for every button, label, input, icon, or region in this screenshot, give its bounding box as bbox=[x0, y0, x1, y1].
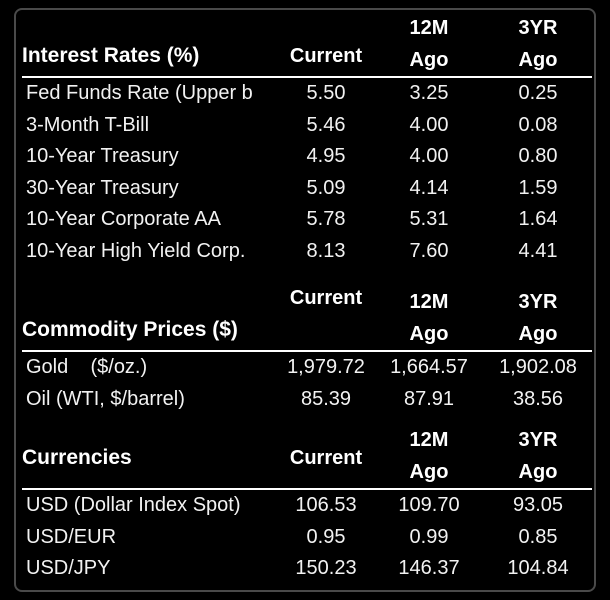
interest-rates-header-row: Interest Rates (%) Current 12M Ago 3YR A… bbox=[22, 12, 592, 78]
current-value: 1,979.72 bbox=[287, 356, 365, 378]
current-value: 85.39 bbox=[300, 387, 352, 410]
3yr-ago-value: 104.84 bbox=[507, 557, 569, 580]
3yr-ago-value: 0.80 bbox=[518, 145, 558, 168]
12m-ago-value: 4.14 bbox=[409, 176, 449, 199]
12m-ago-value: 3.25 bbox=[409, 82, 449, 104]
table-row: 30-Year Treasury 5.09 4.14 1.59 bbox=[22, 173, 592, 205]
interest-rates-col-3yr-line2: Ago bbox=[518, 49, 558, 71]
row-label: 10-Year Treasury bbox=[26, 145, 179, 168]
currencies-col-12m-line2: Ago bbox=[409, 461, 449, 483]
table-row: 10-Year Treasury 4.95 4.00 0.80 bbox=[22, 141, 592, 173]
12m-ago-value: 5.31 bbox=[409, 208, 449, 231]
table-row: Gold ($/oz.) 1,979.72 1,664.57 1,902.08 bbox=[22, 351, 592, 384]
market-data-panel bbox=[14, 8, 596, 592]
commodity-prices-col-3yr: 3YR Ago bbox=[484, 282, 592, 352]
3yr-ago-value: 4.41 bbox=[518, 239, 558, 262]
commodity-prices-col-3yr-line2: Ago bbox=[518, 323, 558, 345]
commodity-prices-col-3yr-line1: 3YR bbox=[518, 291, 558, 313]
currencies-col-3yr: 3YR Ago bbox=[484, 424, 592, 490]
3yr-ago-value: 1.59 bbox=[518, 176, 558, 199]
3yr-ago-value: 93.05 bbox=[512, 494, 564, 516]
row-label: 30-Year Treasury bbox=[26, 176, 179, 199]
currencies-table: Currencies Current 12M Ago 3YR Ago USD (… bbox=[22, 424, 592, 585]
3yr-ago-value: 38.56 bbox=[512, 387, 564, 410]
interest-rates-col-12m-line2: Ago bbox=[409, 49, 449, 71]
current-value: 5.78 bbox=[306, 208, 346, 231]
currencies-title: Currencies bbox=[22, 424, 278, 490]
row-label: 3-Month T-Bill bbox=[26, 113, 150, 136]
commodity-prices-table: Commodity Prices ($) Current 12M Ago 3YR… bbox=[22, 282, 592, 415]
3yr-ago-value: 0.25 bbox=[518, 82, 558, 104]
table-row: USD/EUR 0.95 0.99 0.85 bbox=[22, 522, 592, 554]
3yr-ago-value: 0.08 bbox=[518, 113, 558, 136]
table-row: USD/JPY 150.23 146.37 104.84 bbox=[22, 553, 592, 585]
current-value: 8.13 bbox=[306, 239, 346, 262]
current-value: 106.53 bbox=[295, 494, 357, 516]
interest-rates-col-current-label: Current bbox=[289, 45, 363, 67]
interest-rates-title: Interest Rates (%) bbox=[22, 12, 278, 78]
commodity-prices-col-current-label: Current bbox=[289, 287, 363, 309]
current-value: 0.95 bbox=[306, 525, 346, 548]
commodity-prices-header-row: Commodity Prices ($) Current 12M Ago 3YR… bbox=[22, 282, 592, 352]
3yr-ago-value: 1,902.08 bbox=[499, 356, 577, 378]
interest-rates-col-3yr-line1: 3YR bbox=[518, 17, 558, 39]
interest-rates-col-12m: 12M Ago bbox=[374, 12, 484, 78]
commodity-prices-col-12m-line1: 12M bbox=[409, 291, 449, 313]
table-row: Oil (WTI, $/barrel) 85.39 87.91 38.56 bbox=[22, 384, 592, 416]
currencies-col-current-label: Current bbox=[289, 447, 363, 469]
interest-rates-table: Interest Rates (%) Current 12M Ago 3YR A… bbox=[22, 12, 592, 268]
row-label: USD/JPY bbox=[26, 557, 111, 580]
currencies-col-12m-line1: 12M bbox=[409, 429, 449, 451]
12m-ago-value: 87.91 bbox=[403, 387, 455, 410]
current-value: 4.95 bbox=[306, 145, 346, 168]
12m-ago-value: 7.60 bbox=[409, 239, 449, 262]
commodity-prices-col-12m-line2: Ago bbox=[409, 323, 449, 345]
table-row: 10-Year Corporate AA 5.78 5.31 1.64 bbox=[22, 204, 592, 236]
current-value: 150.23 bbox=[295, 557, 357, 580]
commodity-prices-col-12m: 12M Ago bbox=[374, 282, 484, 352]
interest-rates-col-3yr: 3YR Ago bbox=[484, 12, 592, 78]
12m-ago-value: 4.00 bbox=[409, 113, 449, 136]
table-row: 3-Month T-Bill 5.46 4.00 0.08 bbox=[22, 110, 592, 142]
currencies-col-current: Current bbox=[278, 424, 374, 490]
commodity-prices-col-current: Current bbox=[278, 282, 374, 352]
interest-rates-col-current: Current bbox=[278, 12, 374, 78]
currencies-col-3yr-line1: 3YR bbox=[518, 429, 558, 451]
row-label: Fed Funds Rate (Upper b bbox=[26, 82, 253, 104]
row-label: USD (Dollar Index Spot) bbox=[26, 494, 241, 516]
row-label: 10-Year High Yield Corp. bbox=[26, 239, 246, 262]
row-label: Gold ($/oz.) bbox=[26, 356, 148, 378]
12m-ago-value: 1,664.57 bbox=[390, 356, 468, 378]
table-row: 10-Year High Yield Corp. 8.13 7.60 4.41 bbox=[22, 236, 592, 268]
currencies-col-12m: 12M Ago bbox=[374, 424, 484, 490]
row-label: 10-Year Corporate AA bbox=[26, 208, 221, 231]
3yr-ago-value: 1.64 bbox=[518, 208, 558, 231]
commodity-prices-title: Commodity Prices ($) bbox=[22, 282, 278, 352]
currencies-header-row: Currencies Current 12M Ago 3YR Ago bbox=[22, 424, 592, 490]
current-value: 5.09 bbox=[306, 176, 346, 199]
12m-ago-value: 4.00 bbox=[409, 145, 449, 168]
3yr-ago-value: 0.85 bbox=[518, 525, 558, 548]
row-label: Oil (WTI, $/barrel) bbox=[26, 387, 185, 410]
table-row: USD (Dollar Index Spot) 106.53 109.70 93… bbox=[22, 489, 592, 522]
currencies-col-3yr-line2: Ago bbox=[518, 461, 558, 483]
table-row: Fed Funds Rate (Upper b 5.50 3.25 0.25 bbox=[22, 77, 592, 110]
12m-ago-value: 146.37 bbox=[398, 557, 460, 580]
row-label: USD/EUR bbox=[26, 525, 117, 548]
current-value: 5.50 bbox=[306, 82, 346, 104]
12m-ago-value: 109.70 bbox=[398, 494, 460, 516]
interest-rates-col-12m-line1: 12M bbox=[409, 17, 449, 39]
12m-ago-value: 0.99 bbox=[409, 525, 449, 548]
current-value: 5.46 bbox=[306, 113, 346, 136]
